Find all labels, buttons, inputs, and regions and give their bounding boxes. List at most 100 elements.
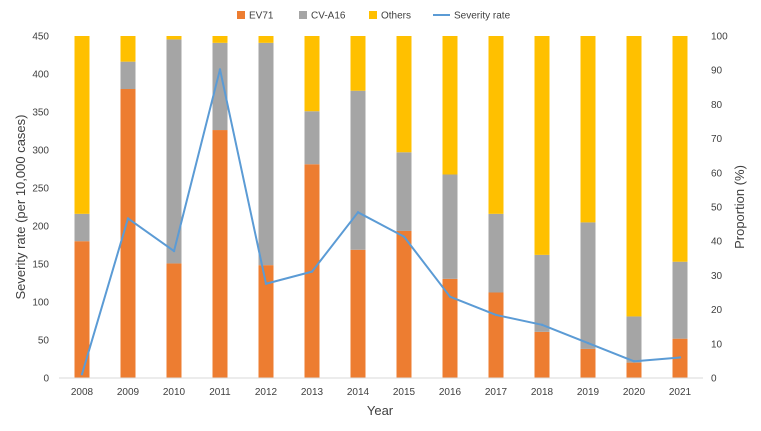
bar-ev71-2015 (396, 230, 412, 378)
bar-others-2010 (166, 36, 182, 40)
right-tick-label: 90 (711, 66, 723, 77)
point-severity-rate-2016 (448, 295, 452, 298)
left-tick-label: 200 (32, 222, 49, 233)
legend-swatch-cv-a16 (299, 11, 307, 19)
bar-ev71-2020 (626, 362, 642, 378)
bar-others-2020 (626, 36, 642, 317)
x-axis-ticks: 2008 2009 2010 2011 2012 2013 2014 2015 2016 2017… (71, 387, 692, 398)
x-tick-label: 2021 (669, 387, 692, 398)
left-tick-label: 450 (32, 32, 49, 43)
bar-others-2013 (304, 36, 320, 112)
right-tick-label: 100 (711, 32, 728, 43)
point-severity-rate-2018 (540, 323, 544, 326)
point-severity-rate-2017 (494, 313, 498, 317)
bar-others-2015 (396, 36, 412, 153)
bar-others-2018 (534, 36, 550, 255)
left-tick-label: 150 (32, 260, 49, 271)
x-tick-label: 2014 (347, 387, 370, 398)
legend-swatch-others (369, 11, 377, 19)
bar-others-2009 (120, 36, 136, 62)
left-tick-label: 0 (43, 374, 49, 385)
legend-item-severity-rate: Severity rate (433, 11, 511, 22)
right-tick-label: 60 (711, 168, 723, 179)
x-tick-label: 2011 (209, 387, 231, 398)
bar-ev71-2017 (488, 292, 504, 378)
legend-item-cv-a16: CV-A16 (299, 11, 346, 22)
point-severity-rate-2019 (586, 341, 590, 345)
bar-cv-a16-2013 (304, 111, 320, 165)
x-tick-label: 2019 (577, 387, 600, 398)
bar-ev71-2008 (74, 241, 90, 378)
y2-axis-title: Proportion (%) (732, 165, 747, 249)
point-severity-rate-2015 (402, 235, 406, 238)
bar-cv-a16-2012 (258, 42, 274, 266)
legend-label-severity-rate: Severity rate (454, 11, 511, 22)
bar-others-2008 (74, 36, 90, 214)
left-tick-label: 350 (32, 108, 49, 119)
bar-cv-a16-2019 (580, 222, 596, 349)
bar-others-2016 (442, 36, 458, 175)
bar-others-2017 (488, 36, 504, 214)
right-tick-label: 0 (711, 374, 717, 385)
right-axis-ticks: 0 10 20 30 40 50 60 70 80 90 100 (711, 32, 728, 385)
bar-others-2014 (350, 36, 366, 91)
right-tick-label: 50 (711, 203, 723, 214)
bar-ev71-2016 (442, 278, 458, 378)
bar-cv-a16-2016 (442, 174, 458, 279)
point-severity-rate-2012 (264, 282, 268, 285)
x-tick-label: 2015 (393, 387, 416, 398)
left-tick-label: 50 (38, 336, 50, 347)
point-severity-rate-2020 (632, 360, 636, 363)
legend: EV71 CV-A16 Others Severity rate (237, 11, 511, 22)
bar-ev71-2011 (212, 130, 228, 378)
right-tick-label: 70 (711, 134, 723, 145)
right-tick-label: 20 (711, 305, 723, 316)
bar-others-2021 (672, 36, 688, 262)
legend-swatch-ev71 (237, 11, 245, 19)
point-severity-rate-2011 (218, 68, 222, 71)
bar-cv-a16-2010 (166, 39, 182, 264)
point-severity-rate-2021 (678, 356, 682, 359)
point-severity-rate-2014 (356, 211, 360, 214)
point-severity-rate-2013 (310, 270, 314, 273)
legend-label-cv-a16: CV-A16 (311, 11, 346, 22)
x-tick-label: 2008 (71, 387, 94, 398)
bar-ev71-2010 (166, 263, 182, 378)
right-tick-label: 80 (711, 100, 723, 111)
legend-item-others: Others (369, 11, 411, 22)
right-tick-label: 40 (711, 237, 723, 248)
bar-ev71-2019 (580, 348, 596, 378)
right-tick-label: 30 (711, 271, 723, 282)
bars-layer (74, 36, 688, 378)
x-tick-label: 2013 (301, 387, 324, 398)
left-tick-label: 250 (32, 184, 49, 195)
bar-cv-a16-2008 (74, 213, 90, 242)
bar-others-2019 (580, 36, 596, 223)
bar-ev71-2018 (534, 331, 550, 378)
bar-cv-a16-2018 (534, 254, 550, 332)
point-severity-rate-2010 (172, 249, 176, 253)
bar-ev71-2014 (350, 249, 366, 378)
severity-line-layer (80, 68, 682, 376)
bar-others-2011 (212, 36, 228, 43)
bar-cv-a16-2009 (120, 61, 136, 90)
x-tick-label: 2016 (439, 387, 462, 398)
x-tick-label: 2010 (163, 387, 186, 398)
left-tick-label: 100 (32, 298, 49, 309)
x-tick-label: 2017 (485, 387, 508, 398)
legend-item-ev71: EV71 (237, 11, 274, 22)
right-tick-label: 10 (711, 339, 723, 350)
left-tick-label: 300 (32, 146, 49, 157)
left-axis-ticks: 0 50 100 150 200 250 300 350 400 450 (32, 32, 49, 385)
left-tick-label: 400 (32, 70, 49, 81)
bar-cv-a16-2015 (396, 152, 412, 231)
bar-cv-a16-2017 (488, 213, 504, 293)
x-tick-label: 2009 (117, 387, 140, 398)
x-tick-label: 2018 (531, 387, 554, 398)
point-severity-rate-2008 (80, 373, 84, 376)
bar-cv-a16-2014 (350, 90, 366, 250)
x-tick-label: 2020 (623, 387, 646, 398)
x-tick-label: 2012 (255, 387, 278, 398)
